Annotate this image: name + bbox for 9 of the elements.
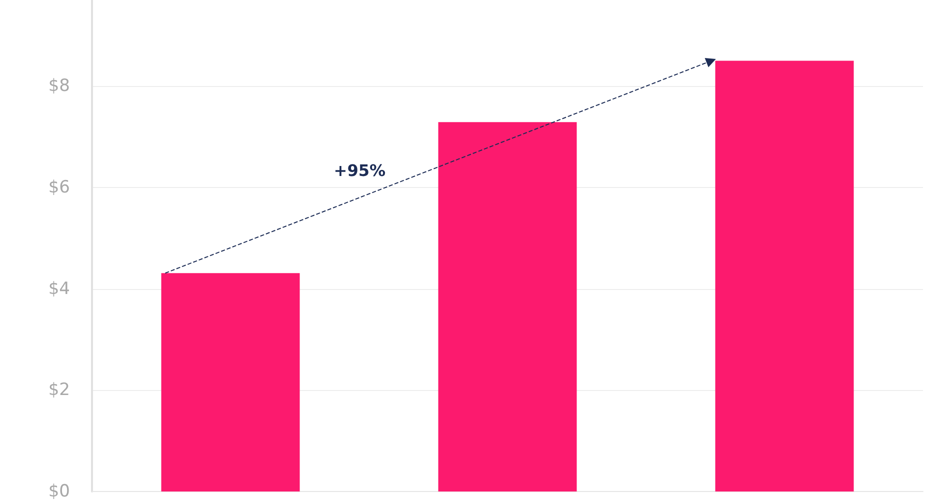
bar [161, 273, 300, 492]
y-tick-label: $8 [48, 76, 70, 96]
y-tick-label: $0 [48, 482, 70, 500]
bar [438, 122, 577, 492]
y-tick-label: $6 [48, 177, 70, 198]
y-tick-label: $4 [48, 278, 70, 299]
y-tick-label: $2 [48, 380, 70, 400]
annotation: +95% [334, 161, 386, 180]
bar [715, 60, 854, 492]
